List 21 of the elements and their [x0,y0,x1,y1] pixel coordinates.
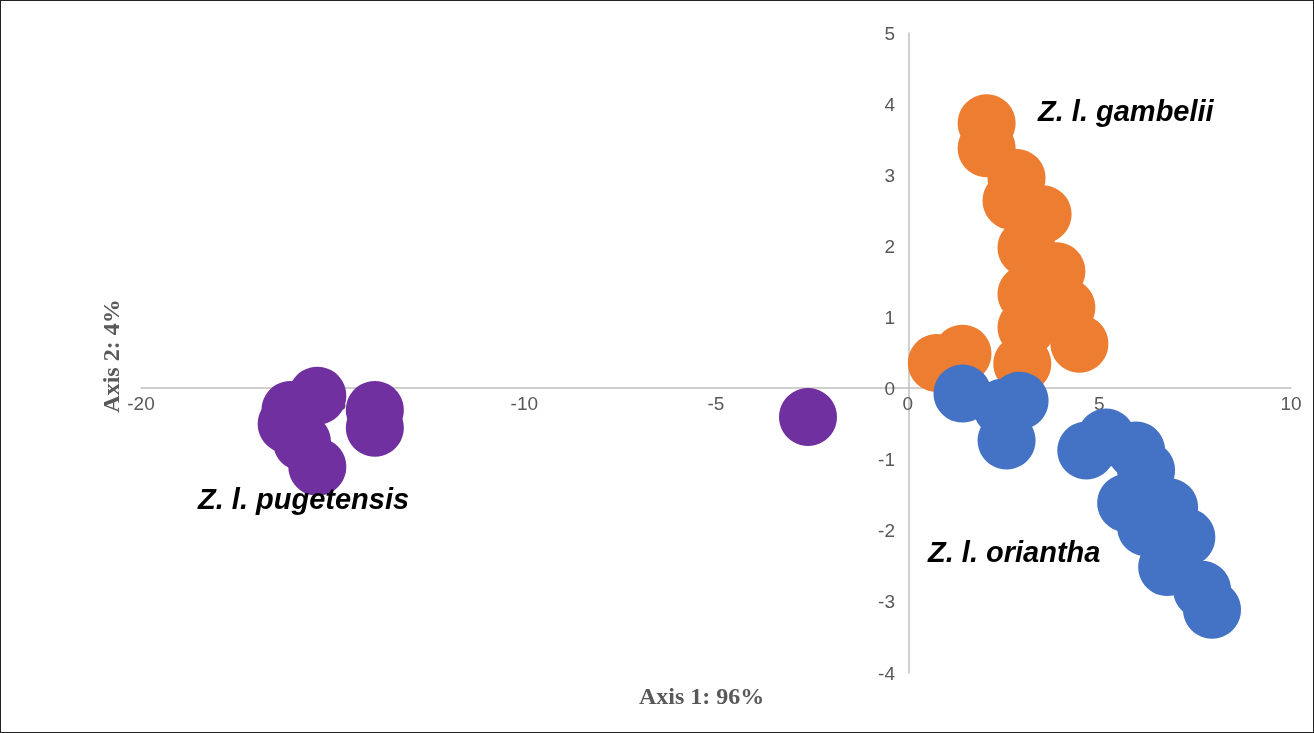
y-tick-label: -1 [878,449,895,471]
annotation: Z. l. gambelii [1037,95,1215,127]
y-tick-label: 0 [884,378,895,400]
y-tick-label: 4 [884,93,896,115]
x-axis-title: Axis 1: 96% [639,683,765,709]
y-tick-label: 2 [884,235,895,257]
y-tick-label: -4 [878,662,896,684]
y-axis-title: Axis 2: 4% [98,299,124,413]
annotation: Z. l. pugetensis [197,483,410,515]
x-tick-label: 0 [902,392,913,414]
x-tick-label: -20 [127,392,155,414]
y-tick-label: 5 [884,22,895,44]
annotation: Z. l. oriantha [927,536,1101,568]
x-tick-label: 5 [1094,392,1105,414]
x-tick-label: -10 [510,392,539,414]
x-tick-label: 10 [1280,392,1302,414]
y-tick-label: -2 [878,520,895,542]
x-tick-label: -5 [707,392,725,414]
y-tick-label: 3 [884,164,895,186]
y-tick-label: -3 [878,591,895,613]
y-tick-label: 1 [884,306,895,328]
